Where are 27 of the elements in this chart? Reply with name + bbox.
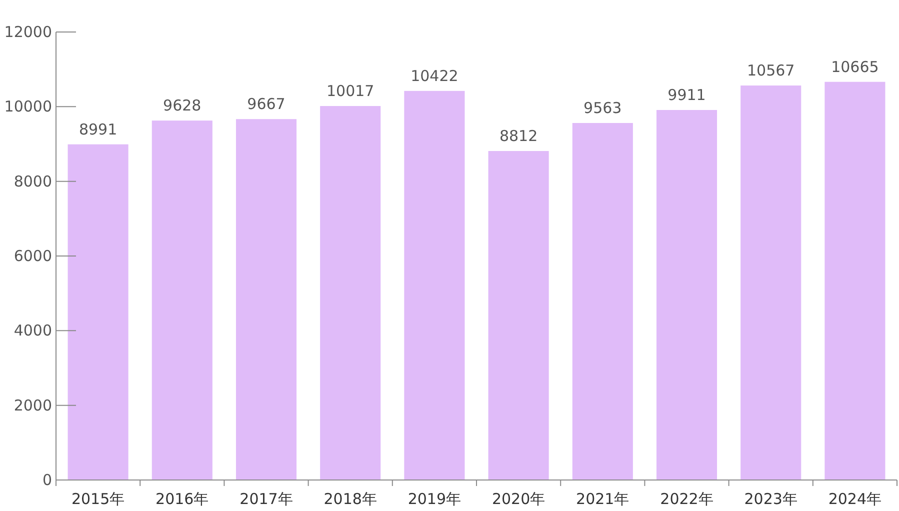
y-tick-label: 6000 xyxy=(14,247,52,265)
data-label: 10567 xyxy=(746,62,795,80)
x-tick-label: 2023年 xyxy=(744,490,798,508)
x-tick-label: 2018年 xyxy=(324,490,377,508)
x-tick-label: 2021年 xyxy=(576,490,630,508)
y-tick-label: 2000 xyxy=(14,396,52,414)
data-label: 9667 xyxy=(247,95,286,114)
data-label: 9911 xyxy=(668,86,706,104)
x-tick-label: 2015年 xyxy=(71,490,125,508)
x-tick-label: 2024年 xyxy=(828,490,882,508)
y-tick-label: 0 xyxy=(42,471,52,489)
x-tick-label: 2020年 xyxy=(492,490,546,508)
y-tick-label: 10000 xyxy=(4,98,52,116)
data-label: 9628 xyxy=(163,96,202,115)
y-tick-label: 12000 xyxy=(4,23,52,41)
data-label: 9563 xyxy=(584,98,622,117)
data-label: 10017 xyxy=(326,82,374,100)
x-tick-label: 2022年 xyxy=(660,490,714,508)
y-tick-label: 4000 xyxy=(14,322,52,340)
data-label: 10665 xyxy=(831,58,879,76)
x-tick-label: 2019年 xyxy=(408,490,462,508)
y-tick-label: 8000 xyxy=(14,172,52,190)
data-label: 8991 xyxy=(78,120,118,138)
data-label: 8812 xyxy=(499,127,538,146)
x-tick-label: 2016年 xyxy=(156,490,209,508)
data-label: 10422 xyxy=(410,66,458,85)
x-tick-label: 2017年 xyxy=(240,490,293,508)
